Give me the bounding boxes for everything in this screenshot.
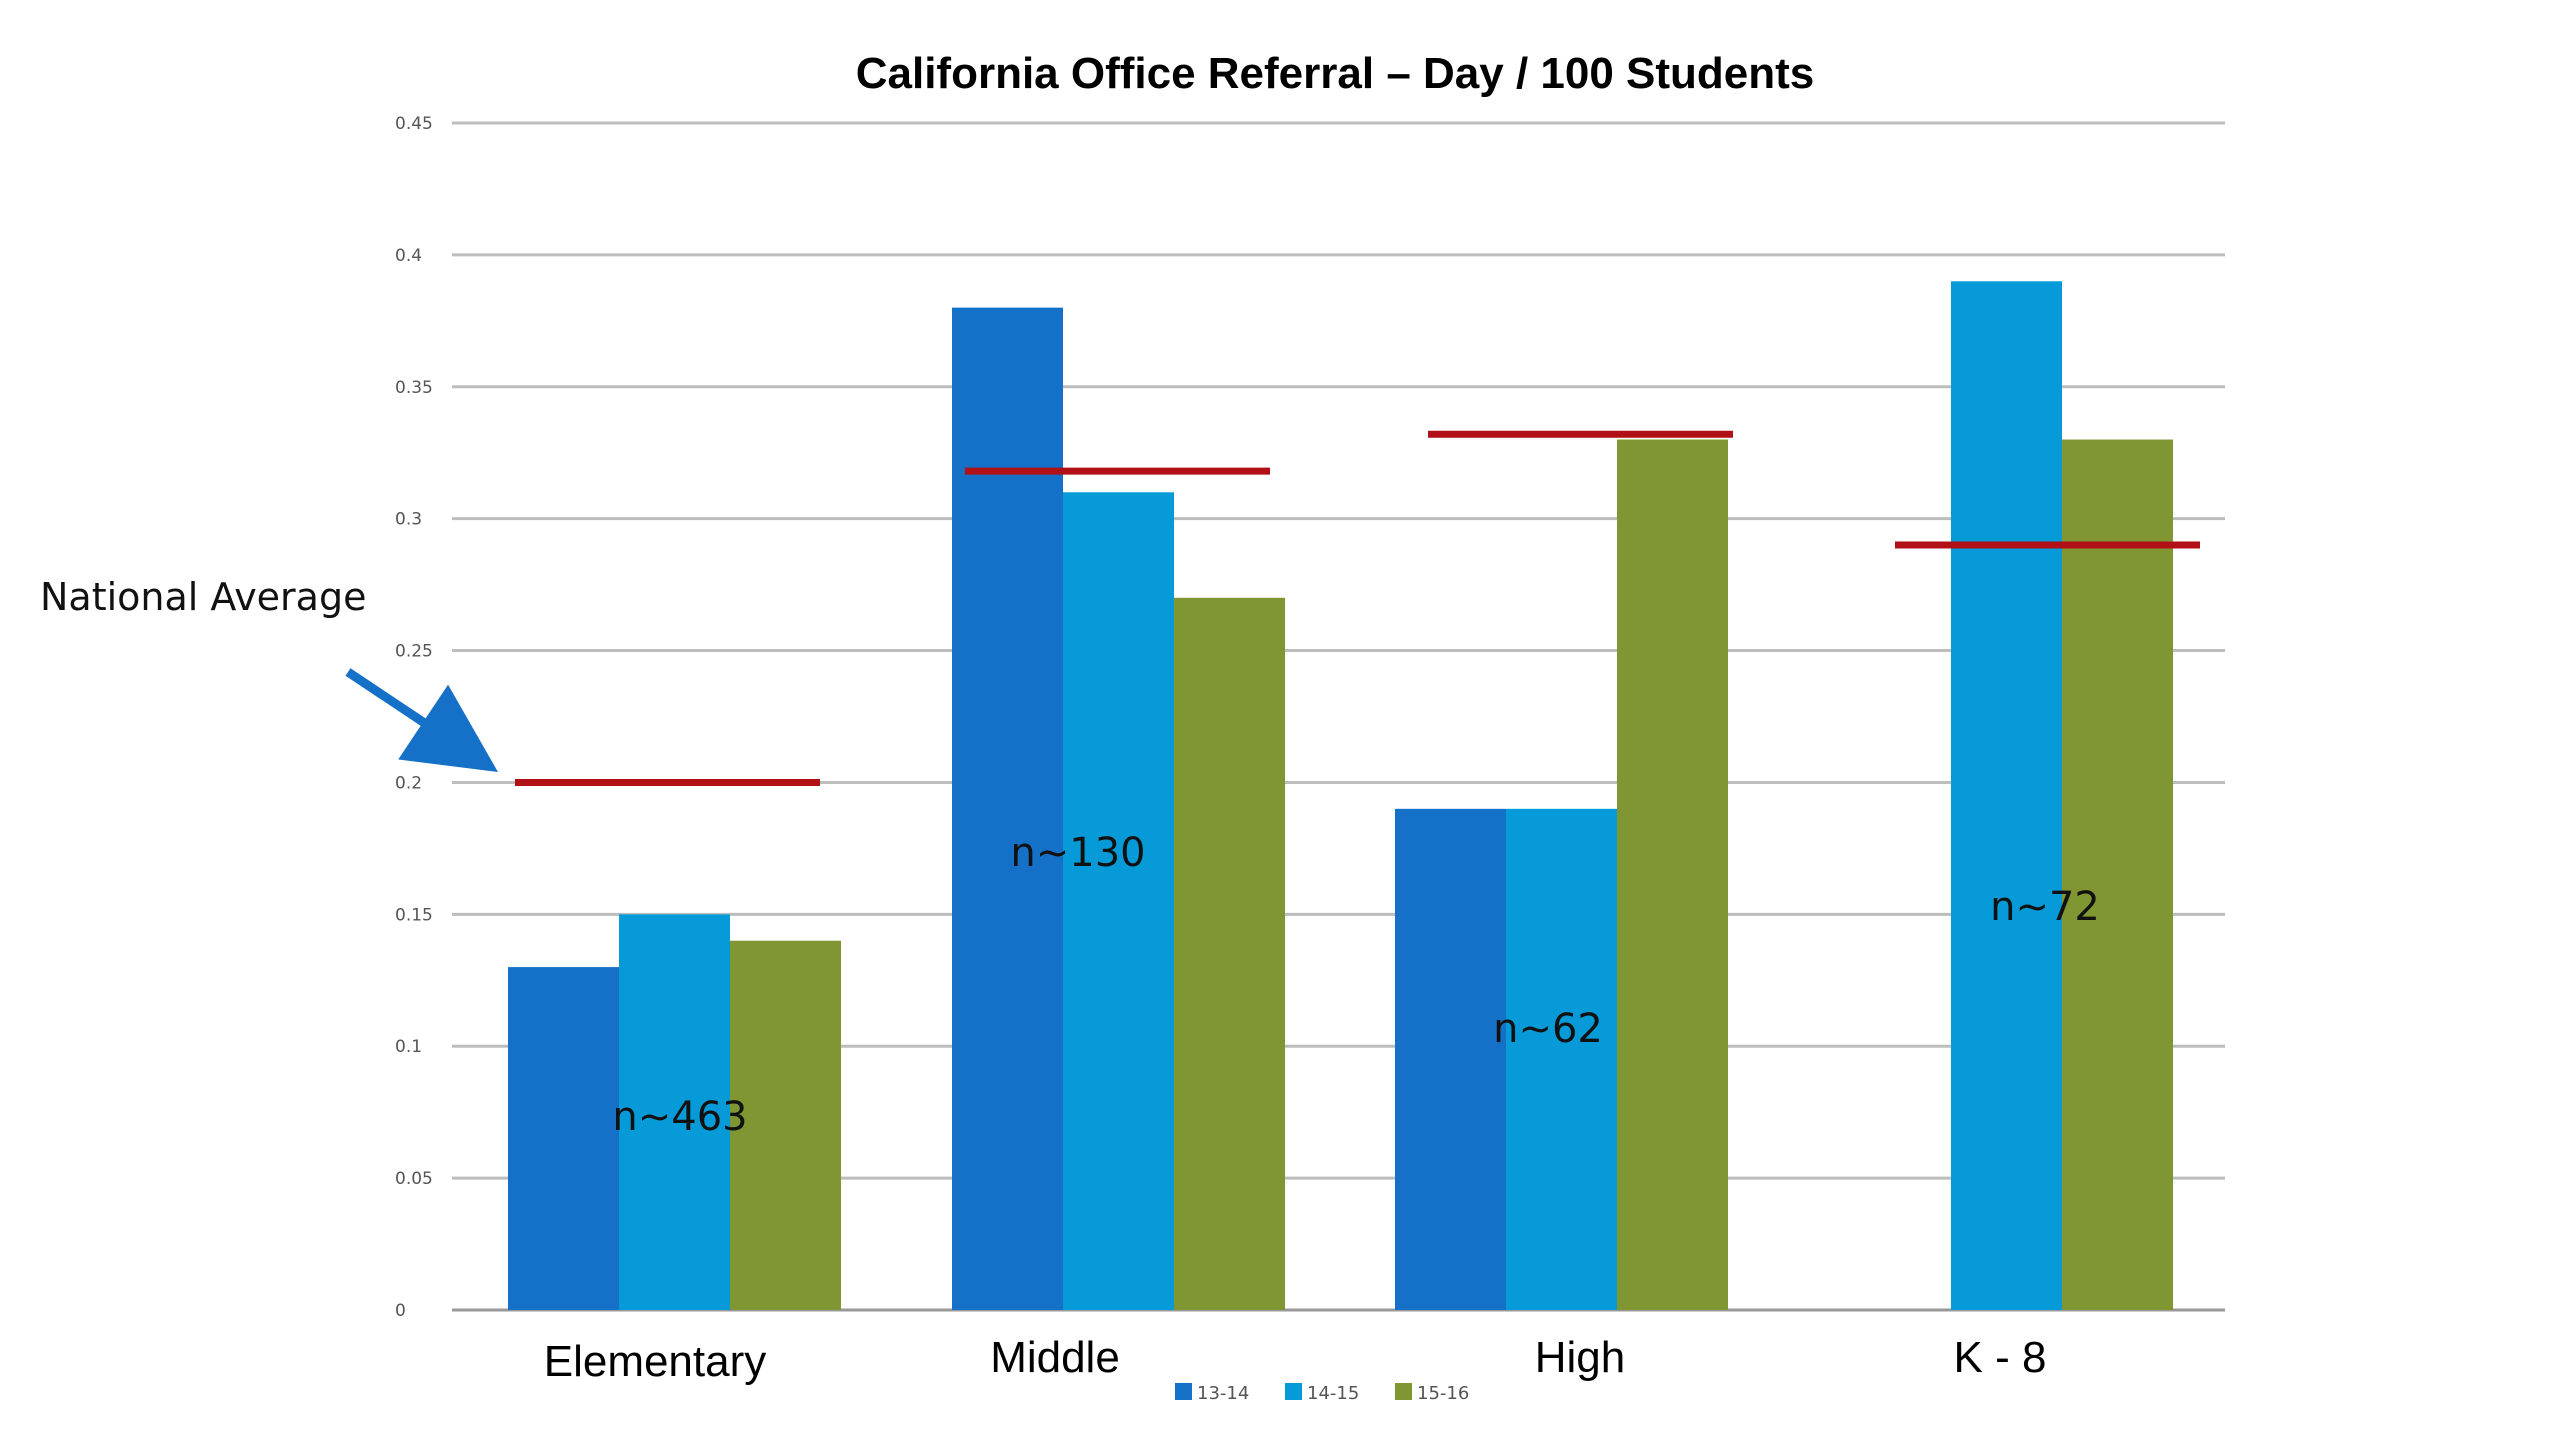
legend: 13-14 14-15 15-16 — [1175, 1383, 1469, 1404]
legend-swatch — [1395, 1383, 1412, 1400]
national-average-lines — [515, 430, 2200, 786]
legend-label: 14-15 — [1307, 1383, 1359, 1404]
chart-title: California Office Referral – Day / 100 S… — [856, 49, 1815, 98]
y-tick-label: 0.15 — [395, 905, 433, 925]
y-tick-label: 0.45 — [395, 114, 433, 134]
y-axis-ticks: 0 0.05 0.1 0.15 0.2 0.25 0.3 0.35 0.4 0.45 — [395, 114, 433, 1321]
y-tick-label: 0.25 — [395, 642, 433, 662]
y-tick-label: 0.4 — [395, 246, 422, 266]
bar-15-16-k8 — [2062, 439, 2173, 1310]
x-tick-label: Middle — [990, 1333, 1120, 1382]
x-tick-label: Elementary — [544, 1337, 767, 1386]
y-tick-label: 0.35 — [395, 378, 433, 398]
bar-13-14-high — [1395, 808, 1506, 1310]
bar-14-15-high — [1506, 808, 1617, 1310]
legend-swatch — [1285, 1383, 1302, 1400]
bars — [508, 281, 2173, 1311]
y-tick-label: 0.05 — [395, 1169, 433, 1189]
x-axis-ticks: Elementary Middle High K - 8 — [544, 1333, 2047, 1386]
bar-14-15-elementary — [619, 914, 730, 1310]
x-tick-label: K - 8 — [1954, 1333, 2047, 1382]
legend-label: 15-16 — [1417, 1383, 1469, 1404]
y-tick-label: 0.2 — [395, 773, 422, 793]
bar-15-16-high — [1617, 439, 1728, 1310]
bar-13-14-middle — [952, 307, 1063, 1311]
bar-14-15-middle — [1063, 492, 1174, 1310]
national-average-annotation: National Average — [40, 575, 366, 619]
legend-swatch — [1175, 1383, 1192, 1400]
sample-size-labels: n~463 n~130 n~62 n~72 — [612, 830, 2099, 1140]
national-average-arrow — [345, 668, 498, 772]
sample-size-label: n~130 — [1010, 830, 1145, 876]
y-tick-label: 0 — [395, 1301, 406, 1321]
bar-14-15-k8 — [1951, 281, 2062, 1311]
x-tick-label: High — [1535, 1333, 1626, 1382]
bar-13-14-elementary — [508, 967, 619, 1310]
sample-size-label: n~72 — [1990, 884, 2100, 930]
y-tick-label: 0.3 — [395, 510, 422, 530]
sample-size-label: n~463 — [612, 1094, 747, 1140]
legend-label: 13-14 — [1197, 1383, 1249, 1404]
y-tick-label: 0.1 — [395, 1037, 422, 1057]
bar-15-16-middle — [1174, 597, 1285, 1310]
sample-size-label: n~62 — [1493, 1006, 1603, 1052]
bar-15-16-elementary — [730, 940, 841, 1310]
